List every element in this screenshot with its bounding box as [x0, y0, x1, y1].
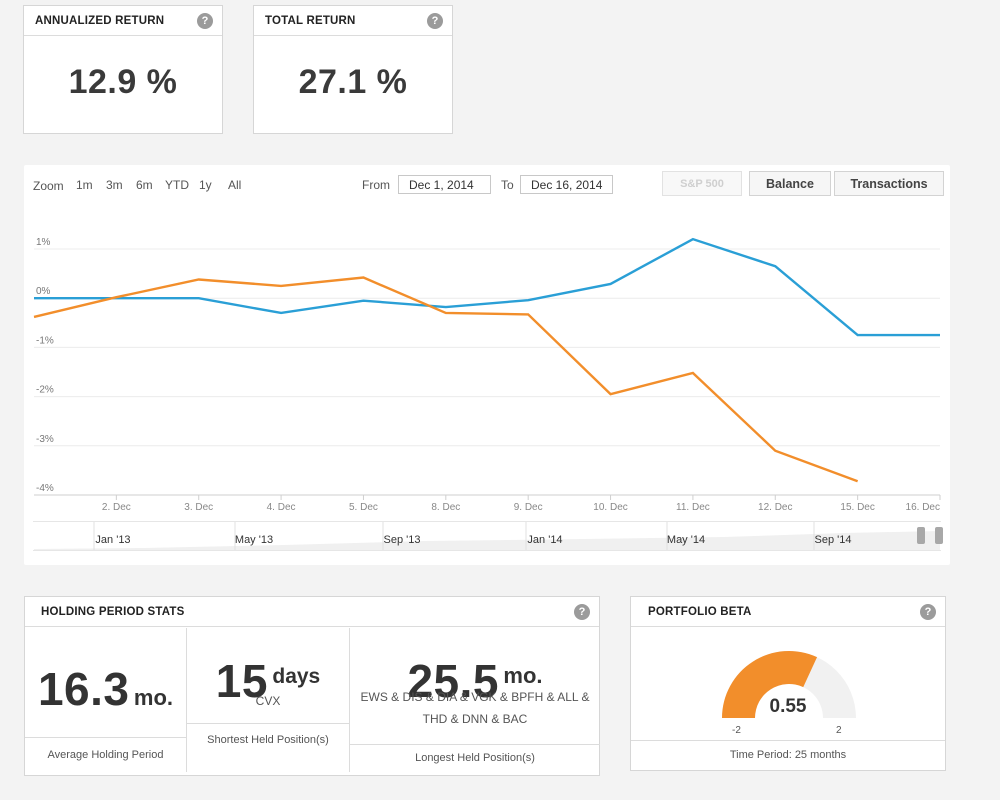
x-tick-label: 10. Dec — [593, 502, 627, 513]
longest-held-label: Longest Held Position(s) — [350, 744, 600, 772]
beta-gauge — [722, 651, 856, 718]
x-tick-label: 2. Dec — [102, 502, 131, 513]
y-tick-label: -4% — [36, 483, 54, 494]
card-title: TOTAL RETURN — [265, 14, 356, 27]
shortest-held-value: 15 — [215, 655, 268, 707]
navigator-handle-1[interactable] — [917, 527, 925, 544]
beta-value: 0.55 — [769, 696, 807, 717]
zoom-label: Zoom — [33, 179, 64, 193]
longest-held-value: 25.5 — [407, 655, 499, 707]
beta-max-label: 2 — [836, 725, 842, 736]
navigator-label: May '13 — [235, 534, 273, 546]
navigator-area — [34, 531, 940, 551]
shortest-held-cell: 15 days CVX Shortest Held Position(s) — [187, 628, 350, 772]
from-date-input[interactable]: Dec 1, 2014 — [398, 175, 491, 194]
from-label: From — [362, 178, 390, 192]
y-tick-label: -2% — [36, 385, 54, 396]
help-icon[interactable]: ? — [197, 12, 213, 29]
x-tick-label: 3. Dec — [184, 502, 213, 513]
navigator-handle-2[interactable] — [935, 527, 943, 544]
range-navigator[interactable] — [33, 521, 941, 551]
x-tick-label: 16. Dec — [906, 502, 940, 513]
x-tick-label: 12. Dec — [758, 502, 792, 513]
x-tick-label: 9. Dec — [514, 502, 543, 513]
series-line-2 — [33, 276, 859, 483]
to-date-input[interactable]: Dec 16, 2014 — [520, 175, 613, 194]
longest-held-tickers-line2: THD & DNN & BAC — [422, 712, 528, 726]
shortest-held-ticker: CVX — [255, 694, 281, 708]
average-holding-cell: 16.3 mo. Average Holding Period — [25, 628, 187, 772]
longest-held-unit: mo. — [503, 663, 543, 688]
holding-period-stats-card: HOLDING PERIOD STATS ? 16.3 mo. Average … — [24, 596, 600, 776]
to-label: To — [501, 178, 514, 192]
sp500-button[interactable]: S&P 500 — [662, 171, 742, 196]
card-title: HOLDING PERIOD STATS — [41, 605, 185, 618]
zoom-ytd-button[interactable]: YTD — [165, 178, 189, 192]
x-tick-label: 11. Dec — [676, 502, 710, 513]
zoom-all-button[interactable]: All — [228, 178, 242, 192]
y-tick-label: -1% — [36, 335, 54, 346]
longest-held-tickers-line1: EWS & DIS & DIA & VGK & BPFH & ALL & — [360, 690, 590, 704]
transactions-button[interactable]: Transactions — [834, 171, 944, 196]
y-tick-label: -3% — [36, 434, 54, 445]
beta-min-label: -2 — [732, 725, 741, 736]
series-line-1 — [34, 237, 940, 337]
average-holding-value: 16.3 — [37, 663, 130, 715]
zoom-3m-button[interactable]: 3m — [106, 178, 123, 192]
x-tick-label: 8. Dec — [431, 502, 460, 513]
shortest-held-unit: days — [272, 665, 321, 688]
help-icon[interactable]: ? — [920, 603, 936, 620]
navigator-label: Sep '13 — [384, 534, 421, 546]
gauge-fill — [722, 651, 818, 718]
x-tick-label: 5. Dec — [349, 502, 378, 513]
navigator-label: May '14 — [667, 534, 705, 546]
total-return-card: TOTAL RETURN ? 27.1 % — [253, 5, 453, 134]
beta-period-label: Time Period: 25 months — [631, 740, 945, 770]
x-tick-label: 4. Dec — [267, 502, 296, 513]
annualized-return-card: ANNUALIZED RETURN ? 12.9 % — [23, 5, 223, 134]
zoom-1y-button[interactable]: 1y — [199, 178, 212, 192]
card-title: PORTFOLIO BETA — [648, 605, 752, 618]
balance-button[interactable]: Balance — [749, 171, 831, 196]
zoom-6m-button[interactable]: 6m — [136, 178, 153, 192]
help-icon[interactable]: ? — [574, 603, 590, 620]
zoom-1m-button[interactable]: 1m — [76, 178, 93, 192]
longest-held-cell: 25.5 mo. EWS & DIS & DIA & VGK & BPFH & … — [350, 628, 600, 772]
average-holding-unit: mo. — [133, 685, 174, 710]
x-tick-label: 15. Dec — [840, 502, 874, 513]
average-holding-label: Average Holding Period — [25, 737, 186, 772]
navigator-label: Jan '14 — [527, 534, 562, 546]
card-header: PORTFOLIO BETA ? — [631, 597, 945, 627]
card-header: TOTAL RETURN ? — [254, 6, 452, 36]
total-return-value: 27.1 % — [298, 63, 408, 101]
y-tick-label: 1% — [36, 237, 51, 248]
card-header: HOLDING PERIOD STATS ? — [25, 597, 599, 627]
performance-chart-panel: Zoom 1m 3m 6m YTD 1y All From Dec 1, 201… — [24, 165, 950, 565]
performance-line-chart: 1% 0% -1% -2% -3% -4% 2. Dec 3. Dec 4. Dec 5. Dec… — [33, 237, 943, 551]
card-title: ANNUALIZED RETURN — [35, 14, 165, 27]
card-header: ANNUALIZED RETURN ? — [24, 6, 222, 36]
navigator-label: Sep '14 — [815, 534, 852, 546]
portfolio-beta-card: PORTFOLIO BETA ? 0.55 -2 2 Time Period: … — [630, 596, 946, 771]
help-icon[interactable]: ? — [427, 12, 443, 29]
y-tick-label: 0% — [36, 286, 51, 297]
annualized-return-value: 12.9 % — [68, 63, 178, 101]
navigator-label: Jan '13 — [95, 534, 130, 546]
shortest-held-label: Shortest Held Position(s) — [187, 723, 349, 772]
